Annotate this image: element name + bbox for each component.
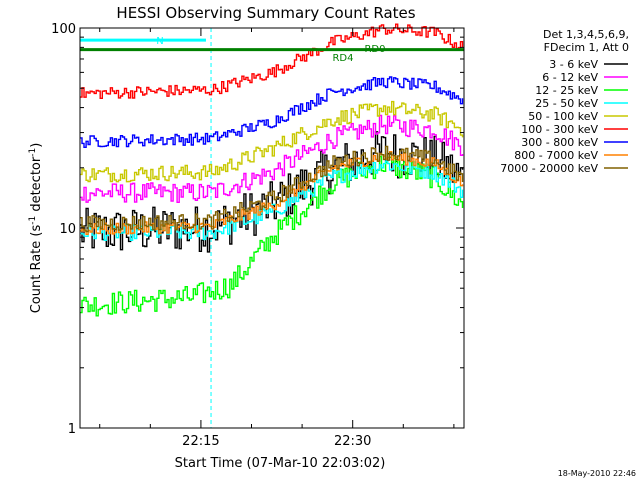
- axes: 22:15 22:30 1 10 100: [51, 22, 465, 449]
- x-tick-label: 22:30: [334, 434, 371, 449]
- y-tick-label: 10: [59, 222, 76, 237]
- series-line-6: [80, 23, 464, 99]
- legend-header-line-2: FDecim 1, Att 0: [544, 41, 629, 54]
- y-tick-label: 1: [68, 422, 76, 437]
- legend: Det 1,3,4,5,6,9, FDecim 1, Att 0 3 - 6 k…: [500, 28, 629, 175]
- y-tick-label: 100: [51, 22, 76, 37]
- x-axis-label: Start Time (07-Mar-10 22:03:02): [175, 456, 386, 471]
- plot-area: N RD0 RD4: [79, 23, 464, 428]
- legend-entry-label-5: 50 - 100 keV: [528, 110, 598, 123]
- legend-entry-label-9: 7000 - 20000 keV: [500, 162, 598, 175]
- legend-entry-label-4: 25 - 50 keV: [535, 97, 598, 110]
- series-line-8: [80, 151, 464, 235]
- flag-label-n: N: [156, 36, 163, 47]
- flag-label-rd0: RD0: [364, 44, 385, 55]
- legend-entry-label-2: 6 - 12 keV: [542, 71, 598, 84]
- series-line-5: [80, 100, 464, 183]
- y-axis-label: Count Rate (s-1 detector-1): [28, 143, 44, 314]
- legend-entry-label-3: 12 - 25 keV: [535, 84, 598, 97]
- x-tick-label: 22:15: [182, 434, 219, 449]
- footer-timestamp: 18-May-2010 22:46: [558, 469, 636, 478]
- chart-title: HESSI Observing Summary Count Rates: [116, 4, 415, 22]
- legend-entry-label-1: 3 - 6 keV: [549, 58, 598, 71]
- series-line-7: [80, 76, 464, 148]
- legend-entry-label-6: 100 - 300 keV: [521, 123, 598, 136]
- series-line-2: [80, 114, 464, 203]
- legend-header-line-1: Det 1,3,4,5,6,9,: [543, 28, 629, 41]
- flag-label-rd4: RD4: [332, 53, 353, 64]
- legend-entry-label-8: 800 - 7000 keV: [514, 149, 598, 162]
- legend-entry-label-7: 300 - 800 keV: [521, 136, 598, 149]
- series-line-9: [80, 145, 464, 233]
